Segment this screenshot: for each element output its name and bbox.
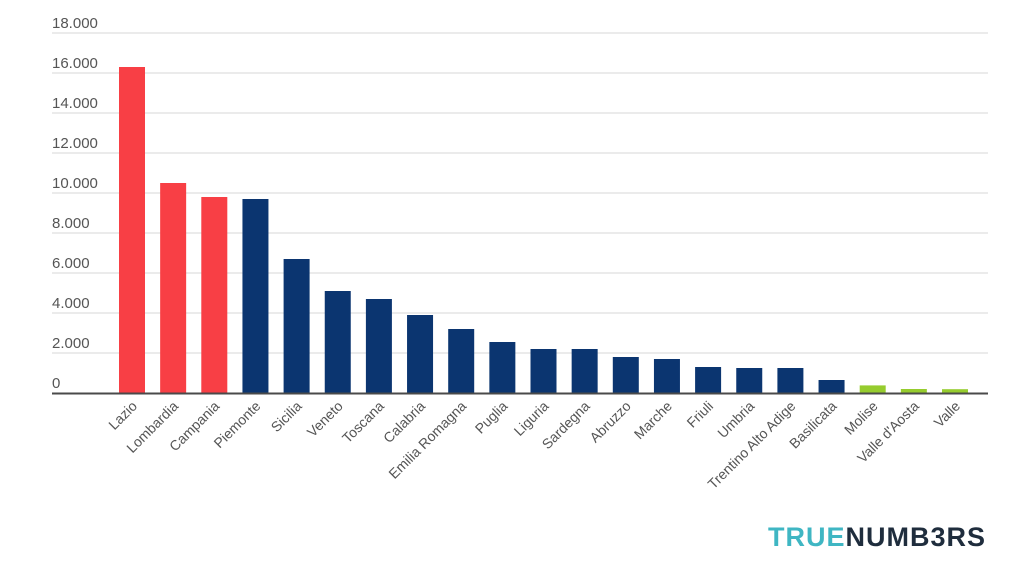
x-category-label: Sicilia — [268, 398, 305, 435]
brand-logo-part-true: TRUE — [767, 522, 846, 552]
y-tick-label: 2.000 — [52, 335, 90, 352]
bar — [407, 315, 434, 393]
x-category-label: Lazio — [105, 398, 140, 433]
x-category-label: Emilia Romagna — [385, 398, 469, 482]
bar — [119, 67, 145, 393]
y-tick-label: 4.000 — [52, 295, 90, 312]
bar — [571, 349, 598, 393]
bar — [653, 359, 680, 393]
x-category-label: Valle — [931, 398, 964, 431]
gridlines — [52, 32, 988, 354]
bar — [777, 368, 804, 393]
y-tick-label: 16.000 — [52, 55, 98, 72]
y-axis-tick-labels: 0 2.000 4.000 6.000 8.000 10.000 12.000 14.000 1… — [52, 15, 98, 392]
y-tick-label: 14.000 — [52, 95, 98, 112]
y-tick-label: 0 — [52, 375, 60, 392]
y-tick-label: 6.000 — [52, 255, 90, 272]
x-category-label: Puglia — [472, 398, 511, 437]
bars — [119, 67, 968, 393]
x-category-label: Marche — [631, 398, 675, 442]
y-tick-label: 8.000 — [52, 215, 90, 232]
bar — [736, 368, 763, 393]
x-category-label: Friuli — [683, 398, 716, 431]
bar — [818, 380, 845, 393]
x-category-label: Toscana — [339, 398, 387, 446]
bar — [859, 385, 886, 393]
brand-logo-part-numbers: NUMB3RS — [845, 522, 986, 552]
bar — [160, 183, 187, 393]
bar — [283, 259, 310, 393]
bar — [365, 299, 392, 393]
bar — [612, 357, 639, 393]
bar — [201, 197, 228, 393]
brand-logo: TRUENUMB3RS — [768, 524, 986, 551]
bar — [530, 349, 557, 393]
bar — [900, 389, 927, 393]
y-tick-label: 12.000 — [52, 135, 98, 152]
y-tick-label: 10.000 — [52, 175, 98, 192]
bar — [942, 389, 968, 393]
bar — [695, 367, 722, 393]
y-tick-label: 18.000 — [52, 15, 98, 32]
bar — [489, 342, 516, 393]
x-category-label: Molise — [841, 398, 881, 438]
bar — [324, 291, 351, 393]
bar — [242, 199, 269, 393]
bar — [448, 329, 475, 393]
x-category-label: Abruzzo — [586, 398, 634, 446]
